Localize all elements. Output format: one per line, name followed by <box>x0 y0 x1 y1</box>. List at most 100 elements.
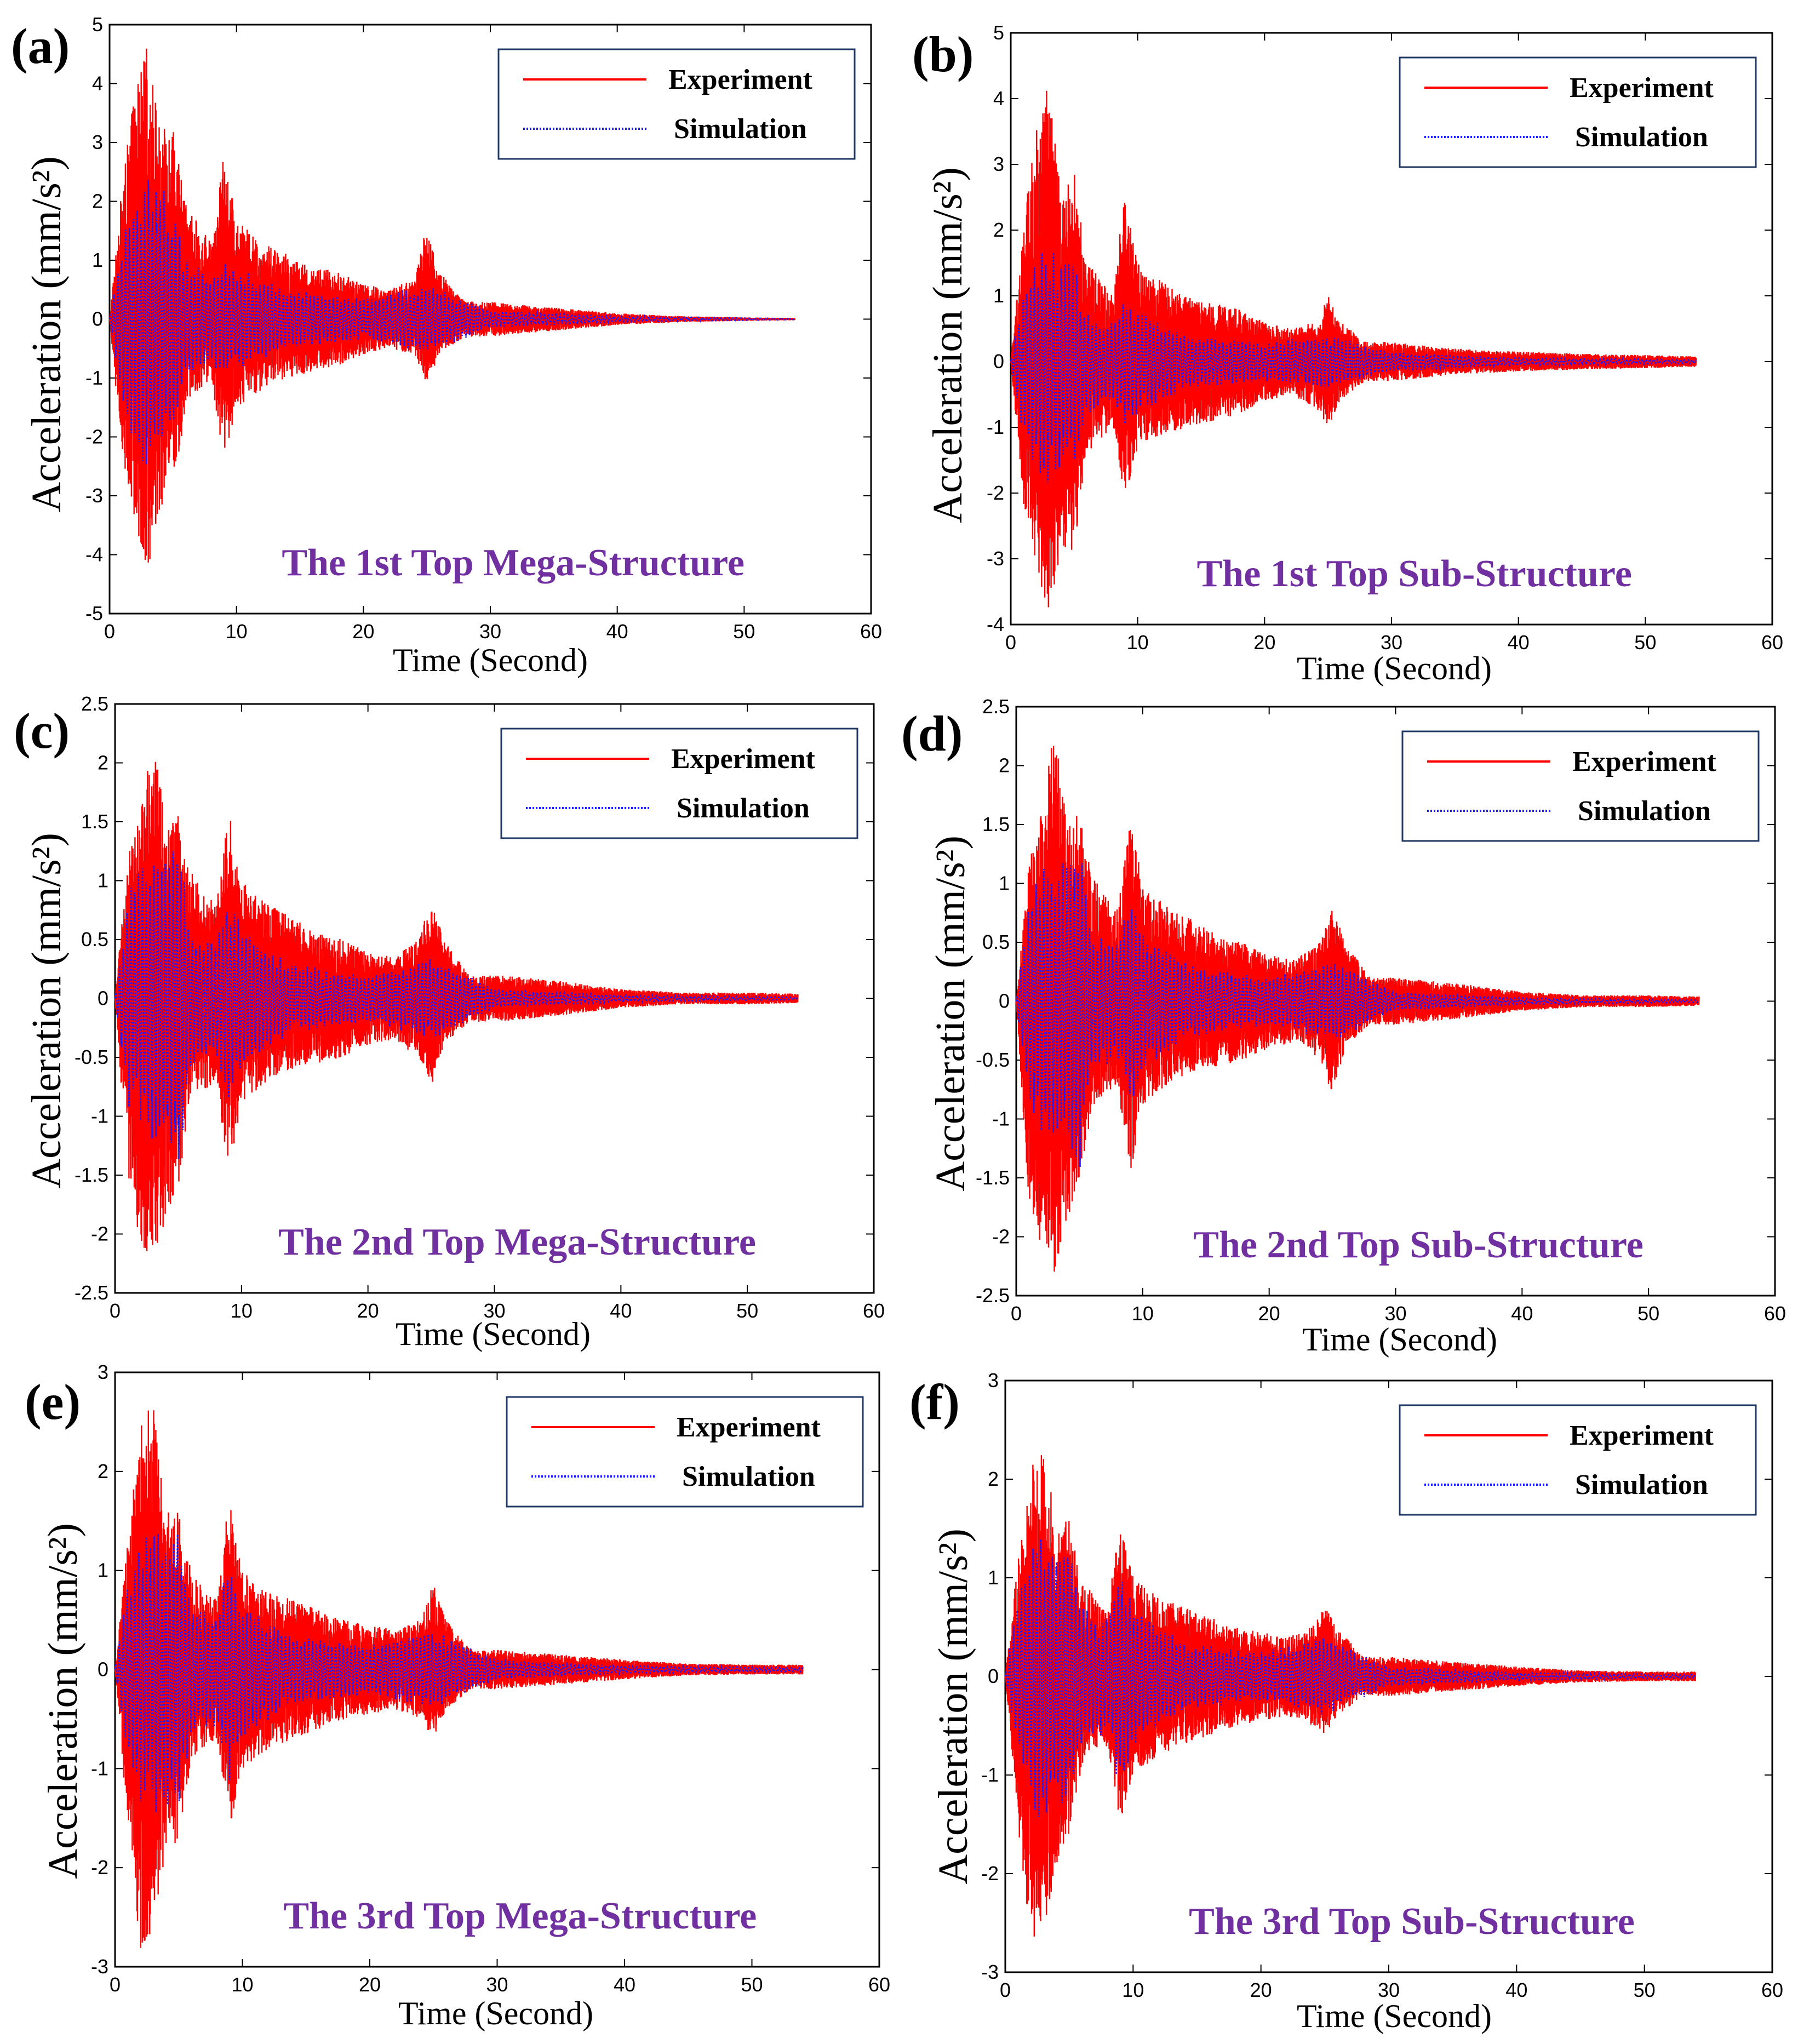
x-tick-label: 40 <box>610 1299 632 1322</box>
y-axis-label: Acceleration (mm/s²) <box>930 1528 976 1885</box>
y-tick-label: 0.5 <box>81 928 108 951</box>
series-experiment <box>114 1410 804 1948</box>
y-tick-label: 1 <box>92 249 103 271</box>
x-tick-label: 40 <box>1508 631 1530 654</box>
y-axis-label: Acceleration (mm/s²) <box>24 156 70 512</box>
y-tick-label: -1.5 <box>75 1164 108 1186</box>
x-tick-label: 30 <box>1378 1979 1400 2001</box>
y-axis-label: Acceleration (mm/s²) <box>40 1523 86 1879</box>
x-tick-label: 40 <box>1505 1979 1527 2001</box>
panel-letter: (c) <box>14 703 70 759</box>
x-tick-label: 50 <box>1634 631 1656 654</box>
y-tick-label: 0 <box>993 350 1004 373</box>
x-tick-label: 10 <box>231 1973 253 1996</box>
legend-box <box>506 1396 864 1508</box>
y-tick-label: -0.5 <box>976 1049 1010 1071</box>
y-tick-label: 2 <box>98 752 108 774</box>
legend-box <box>1399 56 1757 168</box>
x-tick-label: 0 <box>110 1299 121 1322</box>
x-tick-label: 50 <box>741 1973 763 1996</box>
panel-letter: (f) <box>909 1374 960 1430</box>
series-simulation <box>108 180 795 465</box>
chart-panel-f: (f) 0 10 20 30 40 50 60 -3 -2 -1 0 1 2 3 Experiment Simu… <box>909 1369 1783 2034</box>
legend-label-simulation: Simulation <box>1575 1469 1708 1501</box>
y-axis-label: Acceleration (mm/s²) <box>24 833 70 1189</box>
legend-label-simulation: Simulation <box>674 113 807 145</box>
x-axis-label: Time (Second) <box>1302 1321 1497 1358</box>
panel-annotation: The 1st Top Mega-Structure <box>282 542 745 584</box>
y-tick-label: -2.5 <box>75 1281 108 1304</box>
x-tick-label: 60 <box>1761 1979 1783 2001</box>
y-tick-label: 2 <box>92 190 103 213</box>
series-simulation <box>1004 1539 1697 1817</box>
x-tick-label: 50 <box>733 620 755 643</box>
series-simulation <box>114 1533 804 1812</box>
x-tick-label: 0 <box>1011 1302 1022 1325</box>
chart-panel-a: (a) 0 10 20 30 40 50 60 -5 -4 -3 -2 -1 0 1 2 3 4 5 Experime… <box>11 13 882 678</box>
y-axis-label: Acceleration (mm/s²) <box>927 835 974 1192</box>
legend-box <box>1401 730 1760 842</box>
x-tick-label: 30 <box>1381 631 1402 654</box>
x-tick-label: 40 <box>606 620 628 643</box>
y-tick-label: 5 <box>92 13 103 36</box>
x-tick-label: 10 <box>1132 1302 1154 1325</box>
y-tick-label: -2 <box>85 426 103 448</box>
panel-annotation: The 3rd Top Mega-Structure <box>283 1895 757 1937</box>
y-tick-label: -2 <box>981 1862 999 1885</box>
x-tick-label: 60 <box>868 1973 890 1996</box>
y-tick-label: -3 <box>91 1955 108 1978</box>
x-axis-label: Time (Second) <box>398 1995 593 2031</box>
x-axis-label: Time (Second) <box>1297 650 1492 686</box>
panel-letter: (e) <box>25 1374 81 1430</box>
x-tick-label: 60 <box>860 620 882 643</box>
legend-label-experiment: Experiment <box>1570 72 1714 104</box>
y-tick-label: 2.5 <box>81 692 108 715</box>
y-tick-label: -4 <box>987 613 1004 635</box>
panel-letter: (a) <box>11 18 70 74</box>
y-tick-label: -4 <box>85 543 103 566</box>
y-tick-label: 2 <box>999 754 1010 777</box>
y-tick-label: -1.5 <box>976 1166 1010 1189</box>
y-tick-label: -1 <box>91 1757 108 1779</box>
x-tick-label: 10 <box>226 620 248 643</box>
y-tick-label: -1 <box>981 1764 999 1786</box>
y-tick-label: 1 <box>98 869 108 892</box>
x-tick-label: 30 <box>479 620 501 643</box>
x-axis-label: Time (Second) <box>396 1316 591 1352</box>
x-tick-label: 20 <box>357 1299 379 1322</box>
y-tick-label: -3 <box>85 484 103 507</box>
y-tick-label: -2 <box>987 482 1004 504</box>
chart-panel-d: (d) 0 10 20 30 40 50 60 -2.5 -2 -1.5 -1 -0.5 0 0.5 1 1.5… <box>901 695 1786 1358</box>
x-tick-label: 30 <box>483 1299 505 1322</box>
y-tick-label: 3 <box>98 1361 108 1383</box>
y-tick-label: 4 <box>92 72 103 95</box>
x-tick-label: 50 <box>736 1299 758 1322</box>
y-tick-label: 3 <box>993 153 1004 175</box>
y-tick-label: 1 <box>999 872 1010 895</box>
panel-annotation: The 1st Top Sub-Structure <box>1197 553 1632 595</box>
y-tick-label: 0 <box>98 1658 108 1681</box>
x-tick-label: 0 <box>1005 631 1016 654</box>
x-tick-label: 10 <box>231 1299 253 1322</box>
legend-label-experiment: Experiment <box>671 743 816 775</box>
y-tick-label: 3 <box>92 131 103 153</box>
x-tick-label: 20 <box>359 1973 381 1996</box>
x-tick-label: 60 <box>863 1299 885 1322</box>
y-tick-label: 0 <box>92 308 103 330</box>
legend-label-experiment: Experiment <box>668 64 813 95</box>
y-tick-label: -1 <box>987 416 1004 438</box>
y-tick-label: -2 <box>91 1223 108 1245</box>
chart-panel-c: (c) 0 10 20 30 40 50 60 -2.5 -2 -1.5 -1 -0.5 0 0.5 1 1.5… <box>14 692 885 1352</box>
x-tick-label: 0 <box>1000 1979 1011 2001</box>
y-tick-label: -2 <box>992 1226 1010 1248</box>
y-tick-label: 2.5 <box>982 695 1010 718</box>
y-tick-label: 0.5 <box>982 931 1010 953</box>
y-tick-label: 5 <box>993 21 1004 44</box>
y-axis-label: Acceleration (mm/s²) <box>925 167 971 523</box>
y-tick-label: -1 <box>992 1108 1010 1130</box>
x-tick-label: 40 <box>1511 1302 1533 1325</box>
y-tick-label: 1.5 <box>81 810 108 833</box>
legend-label-experiment: Experiment <box>1572 746 1717 777</box>
y-tick-label: -3 <box>981 1961 999 1983</box>
panel-annotation: The 2nd Top Sub-Structure <box>1193 1224 1644 1266</box>
